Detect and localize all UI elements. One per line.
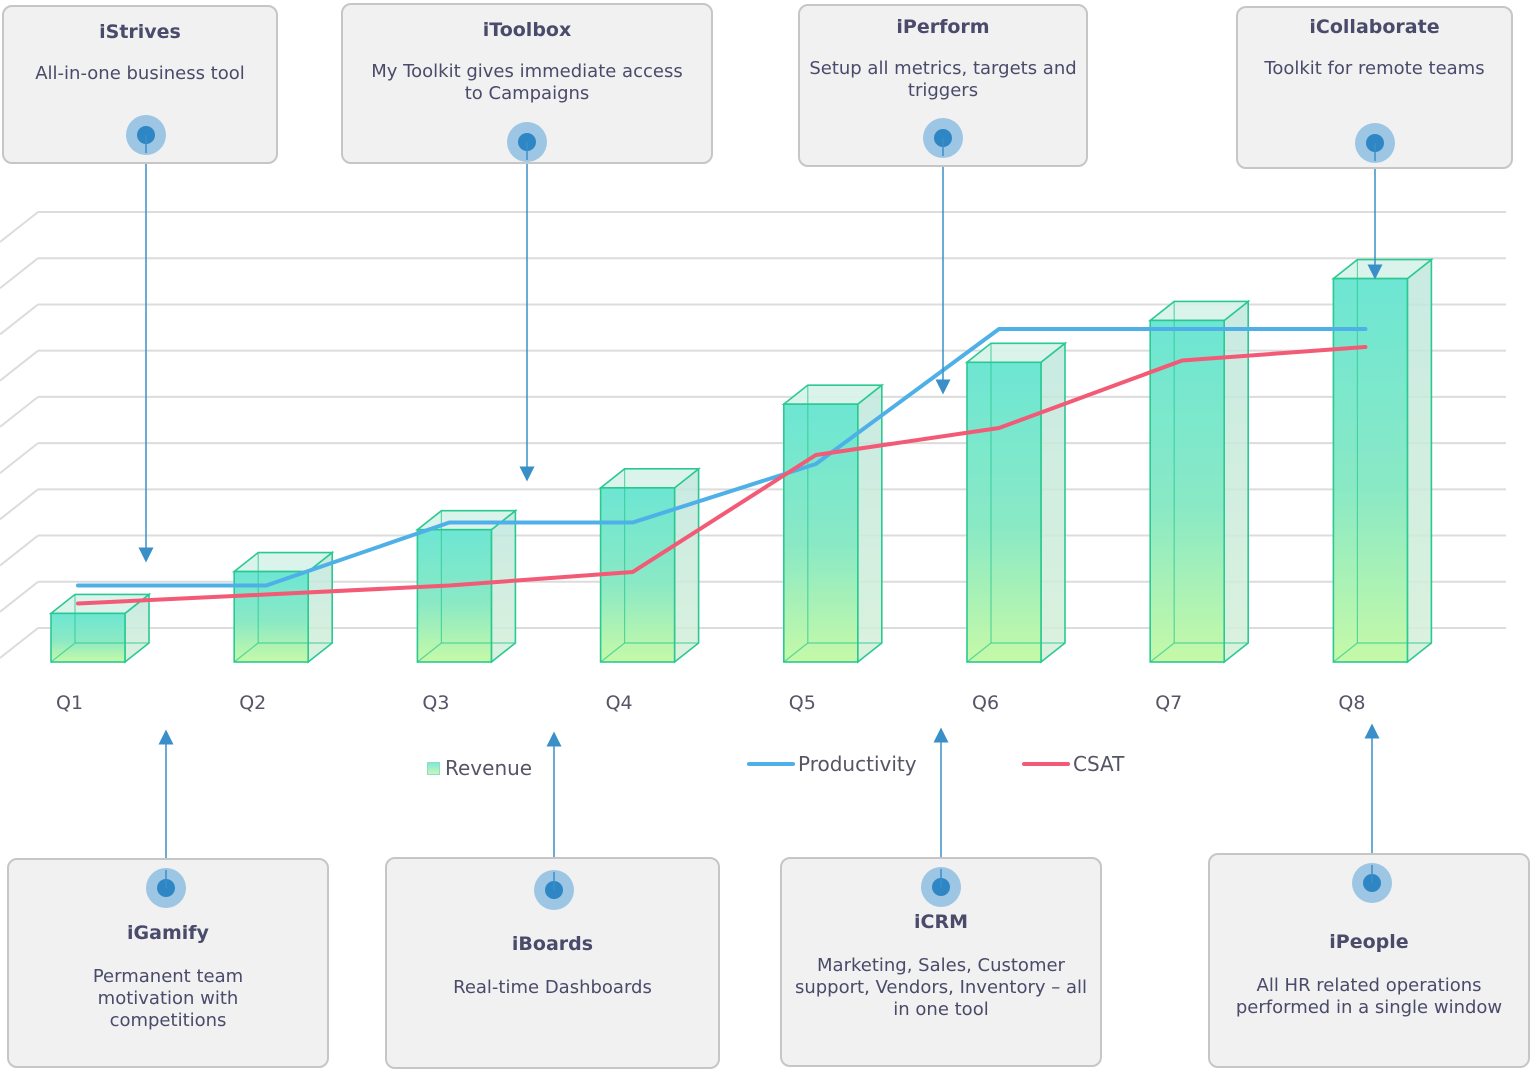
line-csat	[76, 345, 1368, 606]
revenue-bar	[415, 509, 518, 664]
callout-ipeople: iPeople All HR related operations perfor…	[1208, 853, 1530, 1068]
callout-istrives: iStrives All-in-one business tool	[2, 5, 278, 164]
callout-description: Toolkit for remote teams	[1264, 58, 1485, 79]
gridline-perspective	[0, 627, 39, 659]
revenue-bar-front	[416, 528, 493, 663]
gridline-perspective	[0, 396, 39, 428]
gridline-perspective	[0, 442, 39, 474]
revenue-bar-side	[490, 509, 517, 664]
x-tick-label: Q5	[788, 692, 816, 714]
revenue-bar-side	[673, 467, 700, 664]
gridline-perspective	[0, 303, 39, 336]
callout-iboards: iBoards Real-time Dashboards	[385, 857, 720, 1069]
gridline-perspective	[0, 488, 39, 521]
x-tick-label: Q7	[1155, 692, 1183, 714]
revenue-bars	[48, 257, 1434, 664]
revenue-bar-front	[782, 403, 859, 663]
callout-itoolbox: iToolbox My Toolkit gives immediate acce…	[341, 3, 713, 164]
gridline-perspective	[0, 257, 39, 290]
callout-description: My Toolkit gives immediate access to Cam…	[371, 61, 683, 104]
revenue-bar-front	[50, 612, 126, 663]
x-tick-label: Q2	[239, 692, 267, 714]
callout-title: iPeople	[1329, 931, 1409, 953]
legend-swatch-csat	[1022, 762, 1070, 766]
series-lines	[76, 327, 1368, 606]
callout-title: iToolbox	[482, 19, 572, 41]
legend-swatch-productivity	[747, 762, 795, 766]
callout-icrm: iCRM Marketing, Sales, Customer support,…	[780, 857, 1102, 1067]
legend-productivity: Productivity	[747, 752, 917, 776]
legend-revenue: Revenue	[427, 756, 532, 780]
callout-description: Setup all metrics, targets and triggers	[809, 58, 1077, 101]
gridline-perspective	[0, 534, 39, 567]
gridline-perspective	[0, 349, 39, 382]
callout-title: iCRM	[914, 911, 968, 933]
x-tick-label: Q8	[1338, 692, 1366, 714]
line-productivity	[76, 327, 1368, 588]
callout-title: iBoards	[511, 933, 594, 955]
callout-description: Permanent team motivation with competiti…	[92, 966, 244, 1031]
x-tick-label: Q4	[605, 692, 633, 714]
grid	[0, 211, 1506, 659]
legend-label-revenue: Revenue	[445, 756, 533, 780]
x-tick-label: Q6	[972, 692, 1000, 714]
gridline-perspective	[0, 211, 39, 243]
legend-csat: CSAT	[1022, 752, 1124, 776]
revenue-bar-side	[1040, 341, 1066, 664]
revenue-bar	[48, 592, 152, 664]
callout-title: iCollaborate	[1309, 16, 1440, 38]
legend-label-productivity: Productivity	[798, 752, 917, 776]
legend-swatch-revenue	[427, 761, 440, 775]
callout-description: Marketing, Sales, Customer support, Vend…	[794, 955, 1088, 1020]
revenue-bar-front	[966, 361, 1042, 663]
revenue-bar-side	[1406, 257, 1433, 664]
callout-icollaborate: iCollaborate Toolkit for remote teams	[1236, 6, 1513, 169]
revenue-bar	[781, 383, 885, 664]
callout-description: All-in-one business tool	[35, 63, 245, 84]
callout-title: iPerform	[896, 16, 990, 38]
revenue-bar	[1331, 257, 1434, 664]
legend-label-csat: CSAT	[1073, 752, 1125, 776]
gridline-perspective	[0, 580, 39, 613]
callout-description: Real-time Dashboards	[453, 977, 652, 998]
revenue-bar	[964, 341, 1068, 664]
callout-title: iStrives	[99, 21, 181, 43]
callout-title: iGamify	[127, 922, 209, 944]
x-tick-label: Q3	[422, 692, 450, 714]
callout-igamify: iGamify Permanent team motivation with c…	[7, 858, 329, 1068]
x-tick-label: Q1	[56, 692, 84, 714]
callout-description: All HR related operations performed in a…	[1235, 975, 1503, 1018]
revenue-bar	[1147, 299, 1251, 664]
revenue-bar-front	[1332, 277, 1409, 663]
callout-iperform: iPerform Setup all metrics, targets and …	[798, 4, 1088, 167]
revenue-bar	[598, 467, 701, 664]
revenue-bar-front	[1149, 319, 1225, 663]
